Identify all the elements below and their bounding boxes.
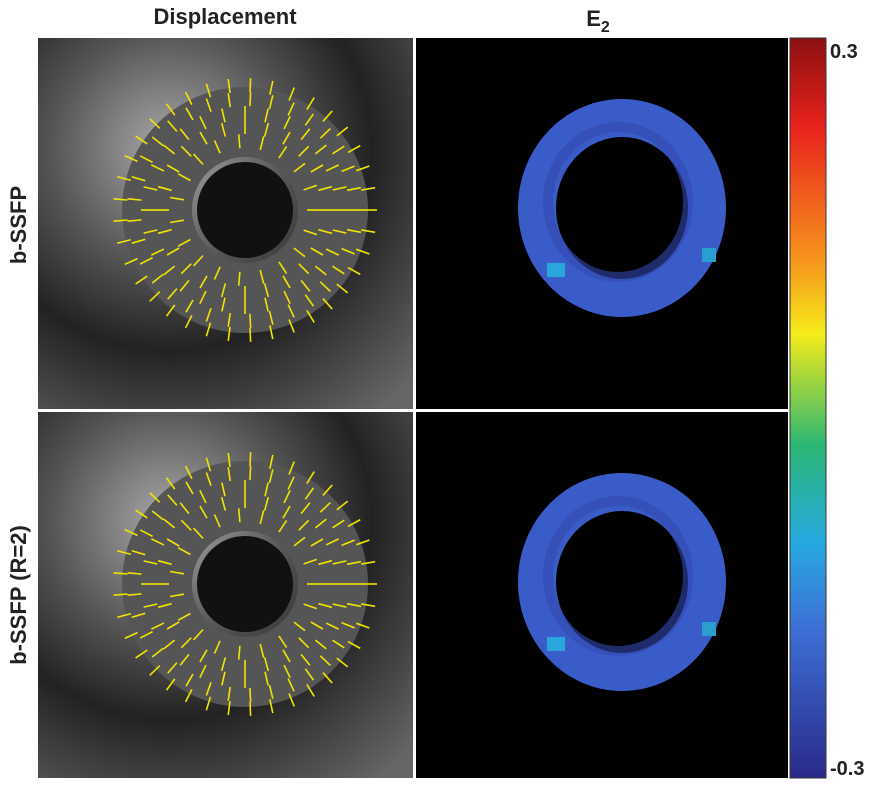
- title-subscript: 2: [601, 19, 610, 36]
- displacement-arrow: [250, 78, 251, 92]
- displacement-arrow: [250, 314, 251, 328]
- column-title: E2: [586, 6, 610, 36]
- lv-cavity: [197, 162, 293, 258]
- displacement-arrow: [250, 92, 251, 106]
- panels: [38, 38, 788, 778]
- displacement-arrow: [250, 702, 251, 716]
- lv-cavity: [197, 536, 293, 632]
- row-label: b-SSFP (R=2): [6, 525, 31, 665]
- figure: Displacement E2 b-SSFP b-SSFP (R=2) 0.3 …: [0, 0, 882, 783]
- colorbar-max: 0.3: [830, 41, 858, 63]
- strain-highlight: [547, 263, 565, 277]
- displacement-arrow: [250, 688, 251, 702]
- displacement-arrow: [250, 328, 251, 342]
- strain-highlight: [547, 637, 565, 651]
- strain-panel: [416, 412, 788, 778]
- displacement-arrow: [250, 466, 251, 480]
- strain-highlight: [702, 622, 716, 636]
- colorbar: [790, 38, 826, 778]
- column-title: Displacement: [153, 4, 297, 29]
- colorbar-min: -0.3: [830, 758, 864, 780]
- row-label: b-SSFP: [6, 186, 31, 264]
- strain-panel: [416, 38, 788, 410]
- title-main: E: [586, 6, 601, 31]
- displacement-arrow: [250, 452, 251, 466]
- strain-highlight: [702, 248, 716, 262]
